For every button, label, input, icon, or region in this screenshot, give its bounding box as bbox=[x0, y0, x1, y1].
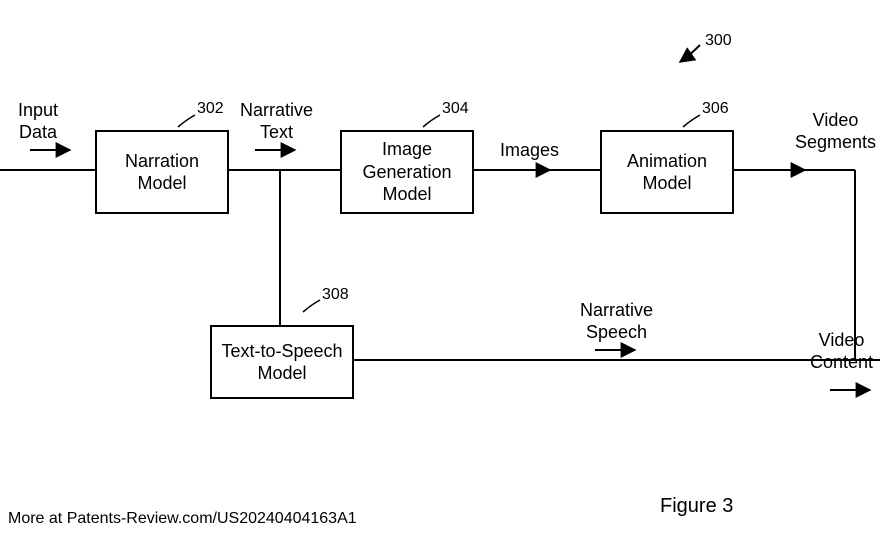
label-images: Images bbox=[500, 140, 559, 162]
label-video-content: VideoContent bbox=[810, 330, 873, 373]
animation-model-label: AnimationModel bbox=[627, 150, 707, 195]
image-generation-model-box: ImageGenerationModel bbox=[340, 130, 474, 214]
label-video-segments: VideoSegments bbox=[795, 110, 876, 153]
label-narrative-speech: NarrativeSpeech bbox=[580, 300, 653, 343]
ref-306: 306 bbox=[702, 100, 729, 118]
label-narrative-text: NarrativeText bbox=[240, 100, 313, 143]
diagram-connectors bbox=[0, 0, 880, 536]
tts-model-box: Text-to-SpeechModel bbox=[210, 325, 354, 399]
figure-ref-300: 300 bbox=[705, 32, 732, 50]
footer-attribution: More at Patents-Review.com/US20240404163… bbox=[8, 510, 357, 528]
ref-304: 304 bbox=[442, 100, 469, 118]
tts-model-label: Text-to-SpeechModel bbox=[221, 340, 342, 385]
narration-model-label: NarrationModel bbox=[125, 150, 199, 195]
label-input-data: InputData bbox=[18, 100, 58, 143]
ref-302: 302 bbox=[197, 100, 224, 118]
animation-model-box: AnimationModel bbox=[600, 130, 734, 214]
narration-model-box: NarrationModel bbox=[95, 130, 229, 214]
ref-308: 308 bbox=[322, 286, 349, 304]
figure-caption: Figure 3 bbox=[660, 495, 733, 518]
image-generation-model-label: ImageGenerationModel bbox=[362, 138, 451, 206]
